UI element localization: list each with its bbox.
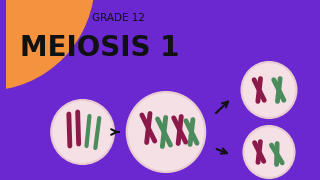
Circle shape xyxy=(127,92,205,172)
Circle shape xyxy=(242,62,296,118)
Circle shape xyxy=(51,100,114,164)
Text: GRADE 12: GRADE 12 xyxy=(92,13,145,23)
Circle shape xyxy=(0,0,94,90)
Text: MEIOSIS 1: MEIOSIS 1 xyxy=(20,34,179,62)
Circle shape xyxy=(244,126,294,178)
